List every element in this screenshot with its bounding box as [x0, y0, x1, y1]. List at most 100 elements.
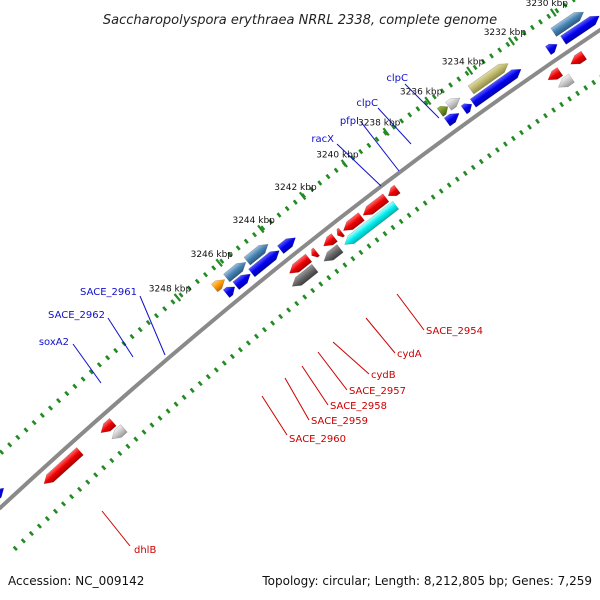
kbp-major-tick — [340, 159, 348, 168]
outer-tick-dot — [464, 70, 470, 77]
label-leader-line — [317, 351, 348, 391]
inner-tick-dot — [229, 353, 235, 360]
kbp-major-tick — [424, 96, 432, 106]
outer-tick-dot — [162, 306, 168, 312]
inner-tick-dot — [567, 96, 573, 102]
forward-gene-feature — [443, 113, 460, 127]
inner-tick-dot — [591, 79, 597, 86]
inner-tick-dot — [583, 85, 589, 91]
outer-tick-dot — [251, 232, 258, 238]
reverse-gene-feature — [387, 184, 401, 197]
outer-tick-dot — [350, 155, 355, 161]
inner-tick-dot — [527, 124, 532, 130]
outer-tick-dot — [0, 449, 5, 455]
outer-tick-dot — [243, 238, 249, 244]
outer-tick-dot — [227, 251, 233, 258]
inner-tick-dot — [486, 152, 492, 159]
label-leader-line — [72, 343, 102, 384]
inner-tick-dot — [398, 218, 404, 225]
inner-tick-dot — [438, 188, 444, 194]
forward-gene-feature — [436, 105, 449, 117]
inner-tick-dot — [20, 538, 26, 544]
outer-tick-dot — [23, 427, 29, 433]
outer-tick-dot — [448, 82, 454, 88]
outer-tick-dot — [72, 383, 78, 389]
gene-features — [0, 11, 600, 509]
outer-tick-dot — [56, 398, 62, 404]
inner-tick-dot — [470, 164, 476, 171]
inner-tick-dot — [318, 281, 324, 287]
inner-tick-dot — [60, 501, 67, 507]
kbp-tick-label: 3234 kbp — [442, 57, 485, 67]
inner-tick-dot — [253, 333, 260, 339]
inner-tick-dot — [494, 147, 500, 153]
kbp-tick-label: 3244 kbp — [232, 216, 275, 226]
gene-label: clpC — [356, 98, 378, 109]
gene-label: SACE_2959 — [311, 416, 368, 427]
inner-tick-dot — [109, 457, 115, 464]
inner-tick-dot — [133, 436, 139, 442]
gene-label: SACE_2962 — [48, 310, 105, 321]
gene-labels: clpC clpC pfpI racX SACE_2961 SACE_2962 soxA2 S… — [39, 73, 483, 556]
inner-tick-dot — [189, 387, 195, 394]
forward-gene-feature — [460, 103, 473, 115]
outer-tick-dot — [538, 19, 543, 25]
forward-gene-feature — [210, 279, 226, 293]
inner-tick-dot — [366, 243, 372, 249]
inner-tick-dot — [221, 360, 227, 366]
label-leader-line — [336, 143, 382, 187]
kbp-major-tick — [173, 293, 182, 302]
outer-tick-dot — [153, 313, 160, 319]
reverse-gene-feature — [558, 73, 575, 88]
forward-gene-feature — [248, 250, 280, 278]
inner-tick-dot — [44, 516, 50, 522]
inner-tick-dot — [326, 275, 332, 281]
outer-tick-dot — [390, 124, 396, 130]
reverse-gene-feature — [570, 50, 588, 65]
inner-tick-dot — [245, 340, 251, 346]
inner-tick-dot — [197, 380, 203, 387]
kbp-tick-label: 3238 kbp — [358, 119, 401, 129]
inner-tick-dot — [390, 224, 396, 231]
forward-gene-feature — [222, 286, 236, 298]
inner-tick-dot — [510, 135, 516, 142]
inner-tick-dot — [519, 129, 524, 136]
outer-tick-dot — [562, 2, 568, 8]
gene-label: SACE_2957 — [349, 386, 406, 397]
inner-tick-dot — [270, 320, 276, 326]
kbp-tick-label: 3230 kbp — [526, 0, 569, 9]
outer-tick-dot — [497, 47, 503, 53]
outer-tick-dot — [235, 245, 241, 251]
inner-tick-dot — [334, 268, 340, 274]
outer-tick-dot — [521, 30, 527, 36]
outer-tick-dot — [186, 285, 192, 291]
outer-tick-dot — [554, 7, 560, 14]
outer-tick-dot — [292, 199, 298, 205]
outer-tick-dot — [399, 118, 405, 124]
kbp-major-tick — [382, 127, 390, 137]
forward-gene-feature — [243, 243, 269, 266]
genome-backbone — [0, 28, 600, 510]
tick-dot-tracks — [0, 0, 600, 552]
gene-label: SACE_2960 — [289, 434, 346, 445]
outer-tick-dot — [145, 319, 151, 326]
outer-tick-dot — [529, 24, 535, 31]
reverse-gene-feature — [289, 253, 313, 274]
inner-tick-dot — [454, 176, 460, 182]
outer-tick-dot — [80, 376, 86, 382]
reverse-gene-feature — [111, 424, 128, 440]
label-leader-line — [377, 107, 412, 145]
inner-tick-dot — [278, 313, 284, 320]
forward-gene-feature — [232, 273, 251, 291]
label-leader-line — [396, 293, 425, 331]
label-leader-lines — [72, 83, 440, 547]
outer-tick-dot — [96, 362, 102, 368]
reverse-gene-feature — [362, 193, 390, 216]
inner-tick-dot — [12, 545, 18, 552]
forward-gene-feature — [223, 262, 247, 283]
outer-tick-dot — [366, 142, 372, 149]
reverse-gene-feature — [323, 233, 338, 247]
outer-tick-dot — [194, 278, 200, 285]
outer-tick-dot — [513, 35, 519, 42]
